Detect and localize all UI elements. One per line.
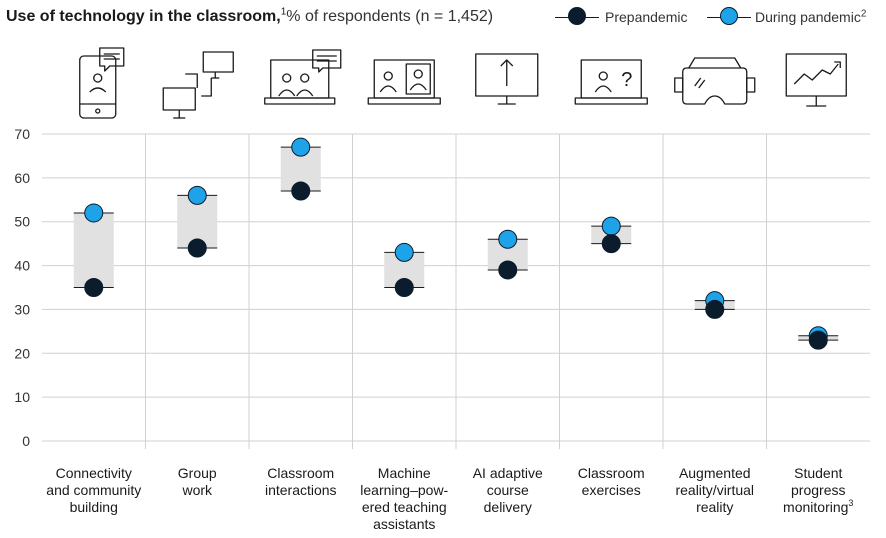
point-prepandemic xyxy=(187,238,207,258)
phone-chat-icon xyxy=(79,47,125,119)
monitor-trend-icon xyxy=(785,53,847,107)
laptop-question-icon: ? xyxy=(574,59,648,105)
y-tick-label: 30 xyxy=(14,301,30,317)
video-call-laptop-icon xyxy=(367,59,441,105)
legend-label-prepandemic: Prepandemic xyxy=(605,9,688,25)
x-tick-label: AI adaptive course delivery xyxy=(473,465,543,515)
legend-marker-during-pandemic xyxy=(720,7,738,25)
x-tick-label: Machine learning–pow-ered teaching assista… xyxy=(360,465,448,532)
chart-subtitle: % of respondents (n = 1,452) xyxy=(286,8,494,25)
y-tick-label: 20 xyxy=(14,345,30,361)
grid xyxy=(42,133,870,449)
legend-marker-prepandemic xyxy=(568,7,586,25)
y-tick-label: 10 xyxy=(14,389,30,405)
y-tick-label: 50 xyxy=(14,214,30,230)
x-tick-label: Connectivity and community building xyxy=(46,465,141,515)
y-tick-label: 0 xyxy=(22,433,30,449)
point-prepandemic xyxy=(705,299,725,319)
icon-row: ? xyxy=(79,47,847,119)
point-prepandemic xyxy=(601,234,621,254)
vr-headset-icon xyxy=(674,57,756,105)
range-bars xyxy=(73,146,839,341)
y-tick-label: 60 xyxy=(14,170,30,186)
svg-text:?: ? xyxy=(621,69,632,91)
x-tick-label: Student progress monitoring3 xyxy=(783,465,853,515)
x-axis-labels: Connectivity and community building Group wo… xyxy=(46,465,853,532)
point-prepandemic xyxy=(394,278,414,297)
y-tick-label: 40 xyxy=(14,258,30,274)
point-prepandemic xyxy=(808,330,828,350)
point-prepandemic xyxy=(84,278,104,297)
classroom-screen-icon xyxy=(264,49,342,105)
point-during-pandemic xyxy=(187,185,207,205)
point-prepandemic xyxy=(498,260,518,280)
x-tick-label: Group work xyxy=(178,465,217,498)
point-during-pandemic xyxy=(84,203,104,223)
data-points xyxy=(84,137,828,350)
point-prepandemic xyxy=(291,181,311,201)
y-axis: 0 10 20 30 40 50 60 70 xyxy=(14,126,30,449)
point-during-pandemic xyxy=(601,216,621,236)
point-during-pandemic xyxy=(498,229,518,249)
x-tick-label: Classroom exercises xyxy=(578,465,645,498)
chart-header: Use of technology in the classroom,1% of… xyxy=(6,6,886,32)
point-during-pandemic xyxy=(394,242,414,262)
legend-label-during-pandemic: During pandemic2 xyxy=(755,8,867,25)
x-tick-label: Augmented reality/virtual reality xyxy=(675,465,754,515)
point-during-pandemic xyxy=(291,137,311,157)
group-network-icon xyxy=(162,51,234,119)
y-tick-label: 70 xyxy=(14,126,30,142)
range-bar xyxy=(73,212,114,288)
chart-title: Use of technology in the classroom, xyxy=(6,8,281,25)
title-footnote: 1 xyxy=(280,6,287,18)
x-tick-label: Classroom interactions xyxy=(265,465,337,498)
monitor-upload-icon xyxy=(475,53,539,105)
